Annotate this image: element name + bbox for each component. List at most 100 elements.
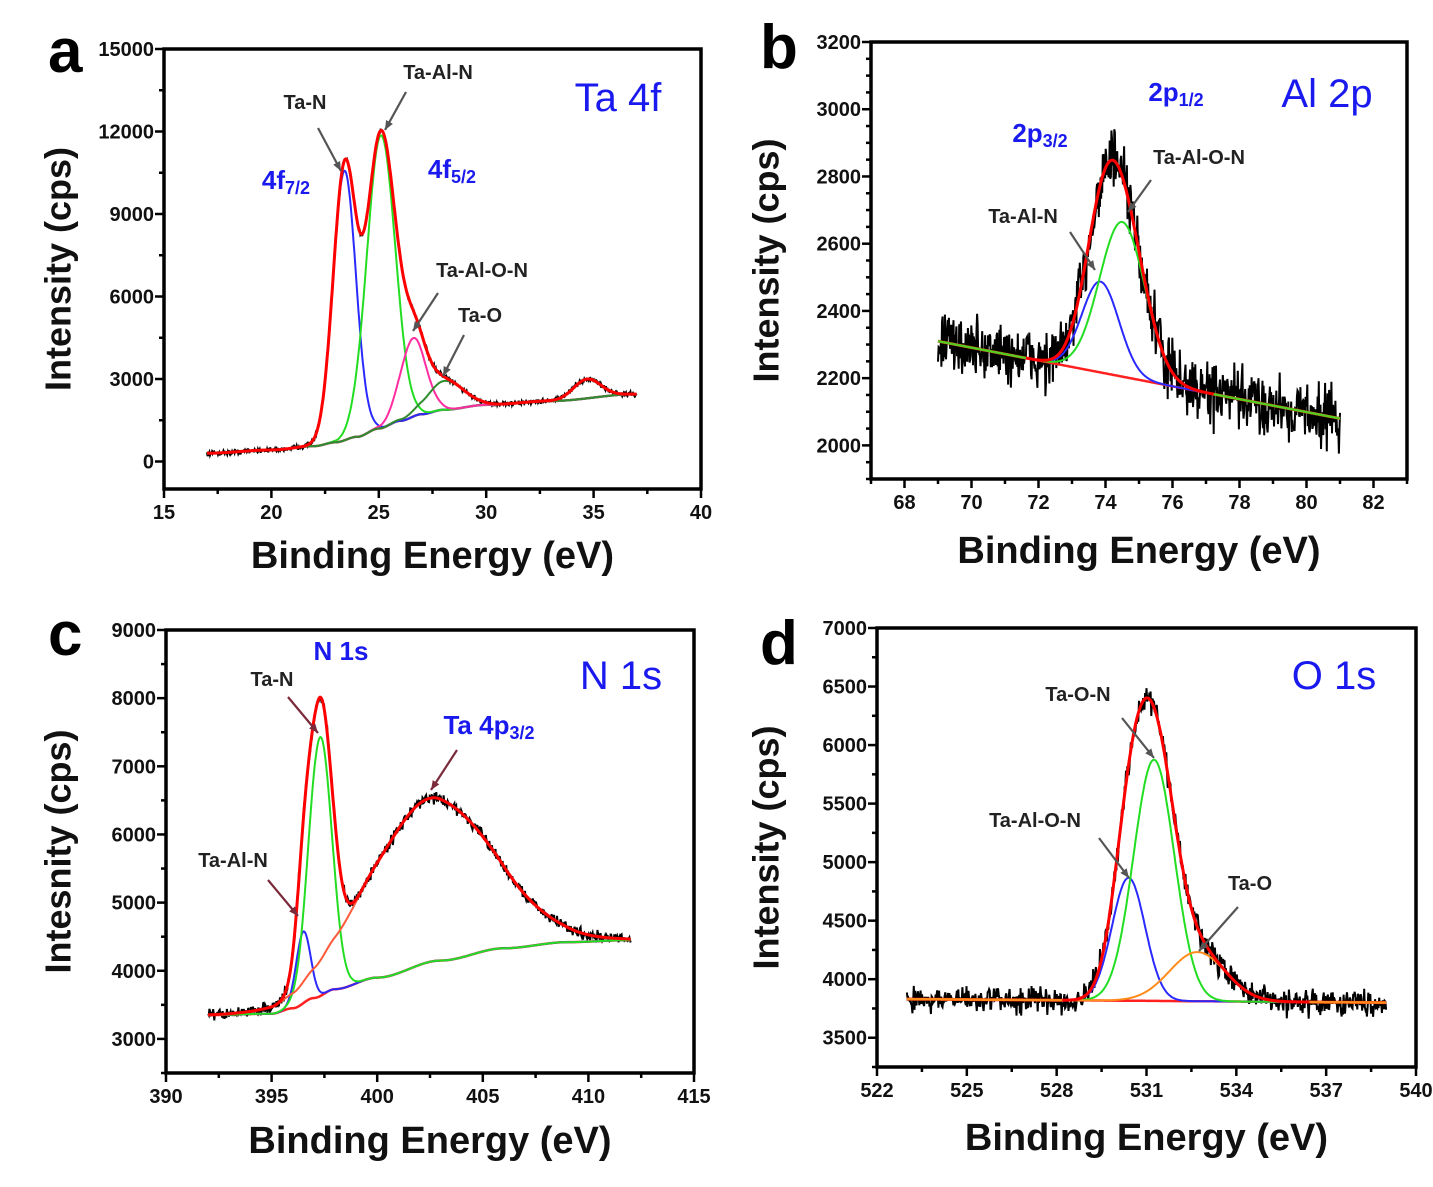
annotation-arrow-line <box>1198 906 1239 952</box>
x-tick-label: 415 <box>677 1086 710 1108</box>
x-tick-label: 30 <box>475 502 497 524</box>
x-tick-label: 72 <box>1027 492 1049 514</box>
experimental-data-line <box>937 129 1341 454</box>
y-tick-label: 2400 <box>817 301 862 323</box>
panel-d: d 522 525 528 531 534 537 540 3500 4000 4500 5000 55… <box>746 609 1433 1159</box>
x-tick-label: 540 <box>1399 1080 1432 1102</box>
x-tick-label: 70 <box>960 492 982 514</box>
plot-area <box>937 129 1341 454</box>
component-line-ta-al-o-n <box>906 876 1387 1004</box>
panel-letter: a <box>48 17 83 86</box>
x-tick-label: 525 <box>950 1080 983 1102</box>
core-level-label: Al 2p <box>1281 72 1372 116</box>
y-tick-label: 9000 <box>110 204 155 226</box>
y-axis-label: Intensity (cps) <box>38 147 79 391</box>
core-level-label: N 1s <box>580 654 662 698</box>
peak-label-main: 4f <box>262 165 285 195</box>
y-tick-label: 15000 <box>98 39 154 61</box>
peak-label-subscript: 1/2 <box>1179 90 1204 110</box>
x-tick-label: 76 <box>1161 492 1183 514</box>
arrowhead-icon <box>289 906 298 916</box>
component-line-ta-o-n <box>906 758 1387 1004</box>
y-tick-label: 2000 <box>817 435 862 457</box>
fit-envelope-line <box>206 128 637 455</box>
x-tick-label: 35 <box>582 502 604 524</box>
x-tick-label: 531 <box>1130 1080 1163 1102</box>
annotation-label: Ta-Al-O-N <box>1153 147 1245 169</box>
peak-label-main: Ta 4p <box>443 710 509 740</box>
panel-letter: d <box>760 609 798 678</box>
y-tick-label: 6000 <box>112 824 157 846</box>
y-axis-label: Intensity (cps) <box>746 138 787 382</box>
peak-label: 4f5/2 <box>428 154 476 187</box>
y-tick-label: 2600 <box>817 234 862 256</box>
x-axis-label: Binding Energy (eV) <box>248 1120 611 1162</box>
x-axis-label: Binding Energy (eV) <box>957 530 1320 572</box>
baseline-overlay-line <box>937 339 1341 420</box>
y-tick-label: 6000 <box>823 735 868 757</box>
peak-label: 2p1/2 <box>1148 77 1203 110</box>
y-tick-label: 7000 <box>112 756 157 778</box>
x-tick-label: 534 <box>1220 1080 1254 1102</box>
annotation-label: Ta-N <box>284 92 327 114</box>
panel-letter: b <box>760 13 798 82</box>
panel-a: a 15 20 25 30 35 40 0 3000 6000 9000 12000 15000 Bind… <box>38 17 713 577</box>
plot-area <box>905 688 1388 1019</box>
y-tick-label: 8000 <box>112 688 157 710</box>
annotation-label: Ta-Al-N <box>988 206 1058 228</box>
plot-area <box>207 695 632 1021</box>
y-tick-label: 5000 <box>112 893 157 915</box>
y-tick-label: 3000 <box>817 99 862 121</box>
peak-label-subscript: 7/2 <box>285 178 310 198</box>
peak-label-subscript: 3/2 <box>509 723 534 743</box>
y-tick-label: 7000 <box>823 618 868 640</box>
y-tick-label: 5000 <box>823 852 868 874</box>
peak-label-main: 4f <box>428 154 451 184</box>
y-tick-label: 3500 <box>823 1028 868 1050</box>
peak-label-subscript: 3/2 <box>1043 131 1068 151</box>
component-line-ta-al-o-n <box>206 337 637 455</box>
plot-frame <box>875 626 1418 1069</box>
arrowhead-icon <box>443 366 451 376</box>
experimental-data-line <box>207 696 632 1021</box>
plot-frame <box>162 47 703 491</box>
arrowhead-icon <box>385 120 393 130</box>
plot-area <box>206 128 638 460</box>
component-line-ta-4p3-2 <box>208 796 631 1016</box>
fit-envelope-line <box>906 696 1387 1005</box>
y-tick-label: 4000 <box>823 969 868 991</box>
plot-frame <box>869 40 1409 481</box>
peak-label-subscript: 5/2 <box>451 167 476 187</box>
x-tick-label: 522 <box>860 1080 893 1102</box>
annotation-label: Ta-O-N <box>1045 684 1110 706</box>
peak-label: 4f7/2 <box>262 165 310 198</box>
panel-b: b 68 70 72 74 76 78 80 82 2000 2200 2400 2600 2800 300… <box>746 13 1409 572</box>
y-tick-label: 12000 <box>98 122 154 144</box>
core-level-label: Ta 4f <box>575 76 663 120</box>
x-tick-label: 537 <box>1309 1080 1342 1102</box>
panel-c: c 390 395 400 405 410 415 3000 4000 5000 6000 7000 8… <box>38 600 711 1162</box>
annotation-label: Ta-Al-O-N <box>989 810 1081 832</box>
y-tick-label: 0 <box>143 452 154 474</box>
x-tick-label: 68 <box>893 492 915 514</box>
peak-label-main: 2p <box>1148 77 1178 107</box>
peak-label: Ta 4p3/2 <box>443 710 534 743</box>
x-tick-label: 82 <box>1362 492 1384 514</box>
peak-label: 2p3/2 <box>1012 118 1067 151</box>
background-line <box>208 938 631 1017</box>
arrowhead-icon <box>333 161 341 171</box>
experimental-data-line <box>905 688 1388 1019</box>
y-tick-label: 3200 <box>817 32 862 54</box>
y-tick-label: 4500 <box>823 911 868 933</box>
x-tick-label: 390 <box>149 1086 182 1108</box>
annotation-label: Ta-Al-N <box>198 850 268 872</box>
arrowhead-icon <box>413 321 422 331</box>
annotation-label: Ta-Al-N <box>403 62 473 84</box>
x-axis-label: Binding Energy (eV) <box>965 1117 1328 1159</box>
x-tick-label: 78 <box>1228 492 1250 514</box>
arrowhead-icon <box>1086 260 1095 270</box>
panel-letter: c <box>48 600 82 669</box>
x-axis-label: Binding Energy (eV) <box>251 535 614 577</box>
y-tick-label: 2200 <box>817 368 862 390</box>
annotation-label: Ta-N <box>251 669 294 691</box>
